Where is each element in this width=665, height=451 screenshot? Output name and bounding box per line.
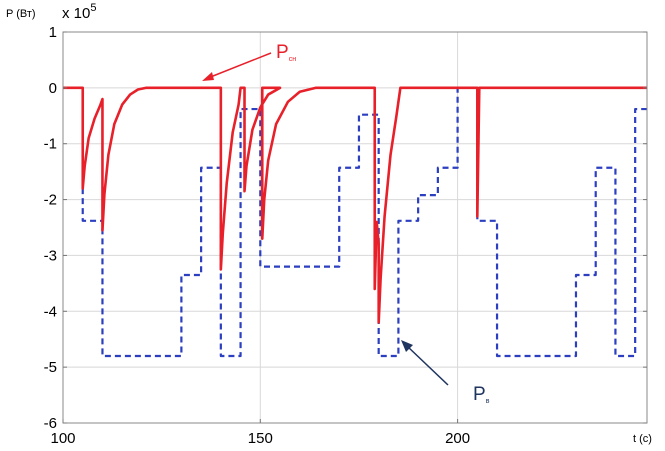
annotation-series-2: Pв xyxy=(401,340,490,405)
y-tick-label: -1 xyxy=(44,136,57,153)
plot-frame xyxy=(62,31,648,424)
y-tick-label: -2 xyxy=(44,192,57,209)
series-2-annotation-label: Pв xyxy=(473,384,490,405)
series-line-1 xyxy=(63,86,647,324)
series-line-2 xyxy=(63,86,647,358)
y-tick-label: -6 xyxy=(44,415,57,432)
y-tick-label: -3 xyxy=(44,247,57,264)
y-tick-label: 1 xyxy=(49,24,57,41)
y-tick-label: -5 xyxy=(44,359,57,376)
y-axis-multiplier: x 105 xyxy=(62,2,96,22)
x-axis-label: t (c) xyxy=(633,433,652,445)
y-tick-label: -4 xyxy=(44,303,57,320)
x-tick-label: 200 xyxy=(445,430,470,447)
series-layer xyxy=(63,86,647,358)
y-tick-label: 0 xyxy=(49,80,57,97)
y-axis-label: P (Вт) xyxy=(6,8,36,20)
x-tick-label: 150 xyxy=(248,430,273,447)
x-tick-label: 100 xyxy=(50,430,75,447)
